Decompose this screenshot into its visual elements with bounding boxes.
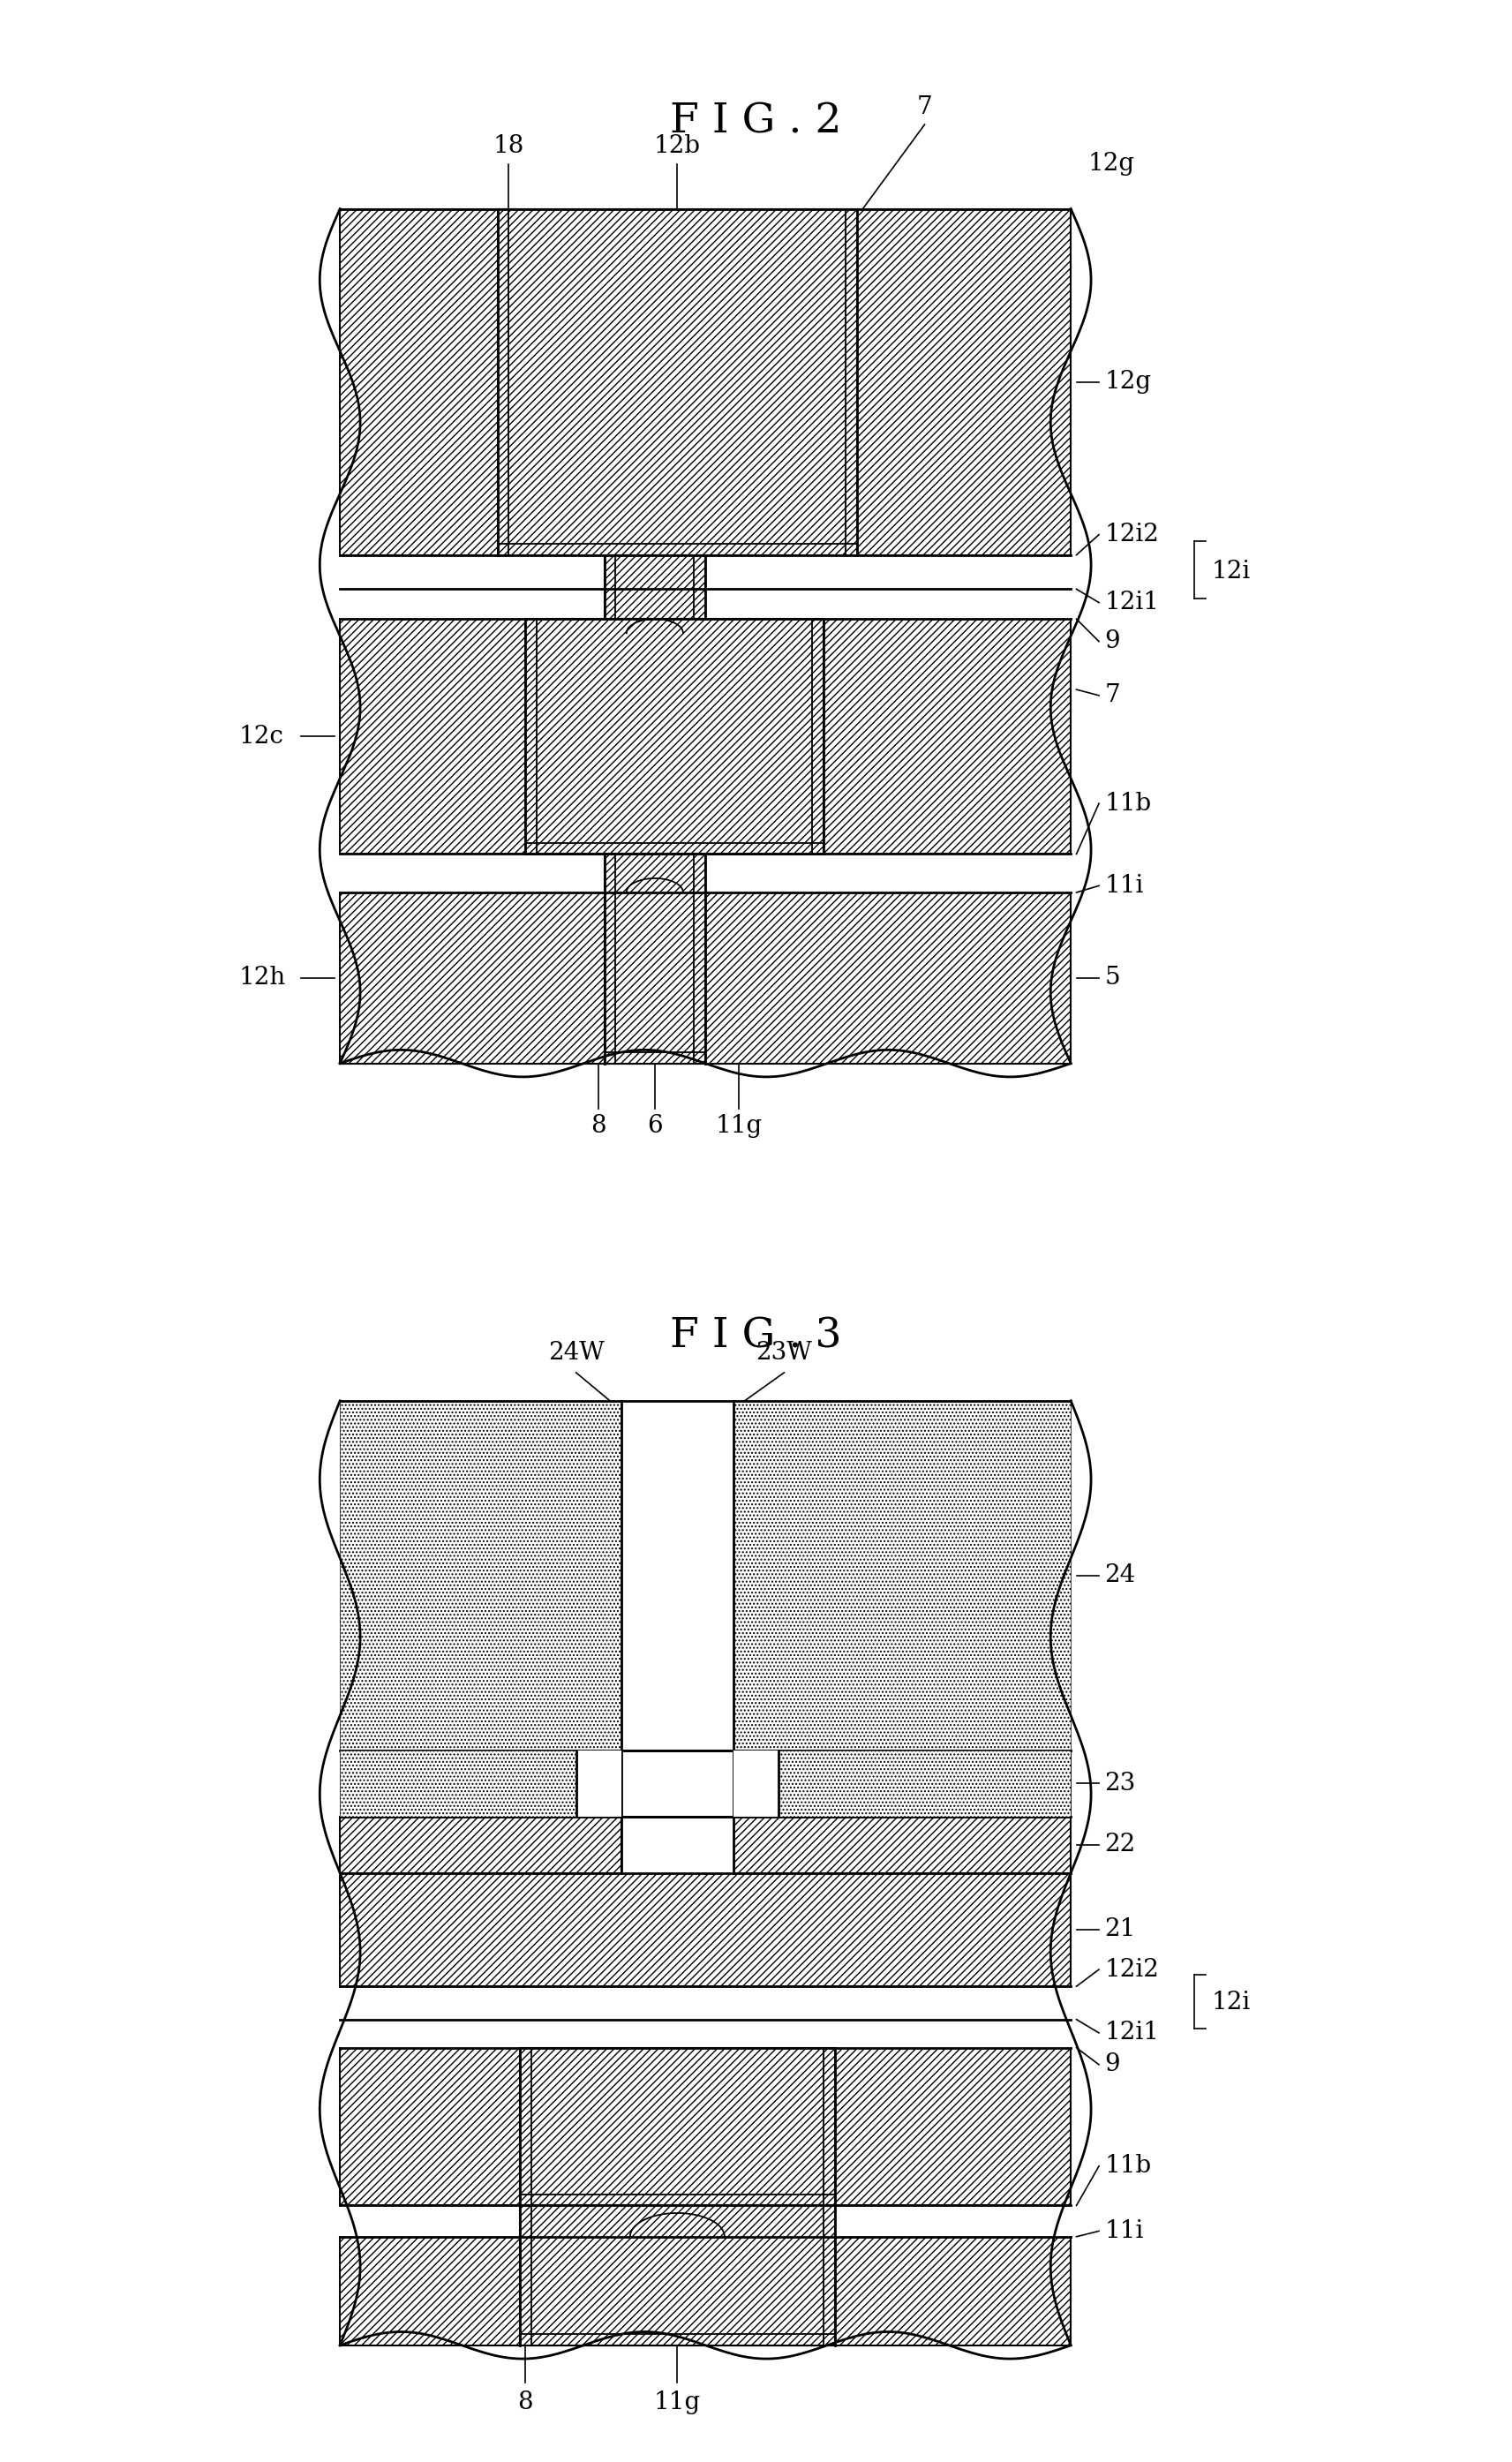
Text: F I G . 2: F I G . 2 [670, 101, 842, 143]
Bar [340, 2048, 1070, 2206]
Text: 11g: 11g [653, 2391, 700, 2415]
Text: 12i2: 12i2 [1105, 522, 1160, 547]
Bar [497, 209, 857, 554]
Text: 9: 9 [1105, 2053, 1120, 2075]
Text: 12g: 12g [1087, 153, 1134, 175]
Bar [497, 209, 857, 554]
Text: 12b: 12b [653, 135, 700, 158]
Bar [733, 1750, 779, 1817]
Text: F I G . 3: F I G . 3 [670, 1317, 842, 1357]
Text: 22: 22 [1105, 1832, 1136, 1856]
Bar [605, 854, 706, 1064]
Bar [340, 1874, 1070, 1987]
Text: 11i: 11i [1105, 874, 1143, 899]
Text: 23: 23 [1105, 1770, 1136, 1795]
Bar [340, 2019, 1070, 2048]
Text: 21: 21 [1105, 1918, 1136, 1943]
Text: 12i2: 12i2 [1105, 1957, 1160, 1982]
Bar [520, 2206, 835, 2346]
Bar [340, 209, 1070, 554]
Bar [340, 618, 1070, 854]
Bar [733, 1817, 1070, 1874]
Text: 6: 6 [647, 1113, 662, 1137]
Bar [340, 1987, 1070, 2019]
Text: 8: 8 [517, 2391, 534, 2415]
Text: 5: 5 [1105, 965, 1120, 990]
Text: 7: 7 [916, 96, 933, 118]
Text: 24: 24 [1105, 1563, 1136, 1588]
Bar [520, 2206, 835, 2346]
Text: 12i1: 12i1 [1105, 2021, 1160, 2046]
Bar [779, 1750, 1070, 1817]
Text: 12i: 12i [1211, 1992, 1250, 2014]
Bar [779, 1750, 1070, 1817]
Bar [576, 1750, 621, 1817]
Text: 12c: 12c [239, 724, 284, 748]
Bar [733, 1750, 1070, 1817]
Text: 12h: 12h [239, 965, 286, 990]
Bar [605, 554, 706, 618]
Text: 9: 9 [1105, 630, 1120, 652]
Text: 11b: 11b [1105, 790, 1152, 815]
Text: 12i1: 12i1 [1105, 591, 1160, 616]
Text: 24W: 24W [547, 1342, 605, 1364]
Text: 7: 7 [1105, 684, 1120, 707]
Bar [605, 854, 706, 1064]
Bar [733, 1401, 1070, 1750]
Bar [340, 2235, 1070, 2346]
Text: 11i: 11i [1105, 2218, 1143, 2243]
Bar [340, 588, 1070, 618]
Text: 23W: 23W [756, 1342, 812, 1364]
Bar [526, 618, 824, 854]
Bar [340, 854, 1070, 891]
Bar [340, 1750, 621, 1817]
Bar [340, 1750, 576, 1817]
Text: 12g: 12g [1105, 369, 1152, 394]
Bar [621, 1401, 733, 1874]
Bar [520, 2048, 835, 2206]
Bar [520, 2048, 835, 2206]
Bar [340, 1817, 621, 1874]
Bar [340, 1750, 576, 1817]
Text: 11b: 11b [1105, 2154, 1152, 2179]
Bar [340, 891, 1070, 1064]
Bar [605, 554, 706, 618]
Bar [340, 2206, 1070, 2235]
Text: 12i: 12i [1211, 559, 1250, 583]
Bar [340, 1401, 621, 1750]
Bar [340, 554, 1070, 588]
Text: 8: 8 [591, 1113, 606, 1137]
Text: 18: 18 [493, 135, 525, 158]
Text: 11g: 11g [715, 1113, 762, 1137]
Bar [526, 618, 824, 854]
